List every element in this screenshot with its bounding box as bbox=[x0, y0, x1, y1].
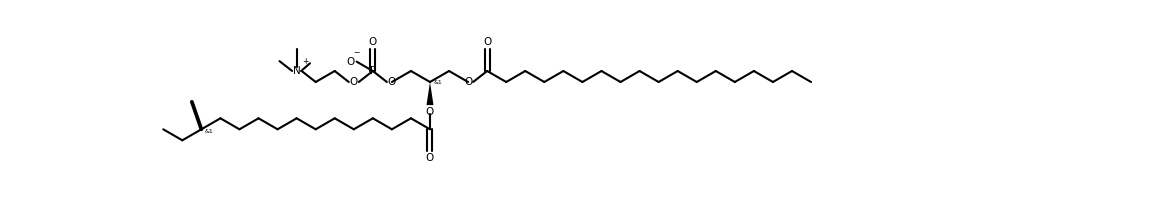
Text: +: + bbox=[302, 57, 309, 66]
Text: O: O bbox=[464, 77, 472, 87]
Text: O: O bbox=[426, 153, 434, 163]
Text: O: O bbox=[347, 57, 355, 67]
Text: O: O bbox=[387, 77, 396, 87]
Text: &1: &1 bbox=[205, 129, 213, 134]
Text: O: O bbox=[426, 107, 434, 117]
Text: P: P bbox=[370, 66, 376, 76]
Text: N: N bbox=[293, 66, 301, 76]
Text: O: O bbox=[483, 37, 492, 47]
Text: &1: &1 bbox=[434, 80, 442, 85]
Text: −: − bbox=[354, 48, 360, 57]
Text: O: O bbox=[369, 37, 377, 47]
Polygon shape bbox=[426, 82, 433, 105]
Text: O: O bbox=[349, 77, 358, 87]
